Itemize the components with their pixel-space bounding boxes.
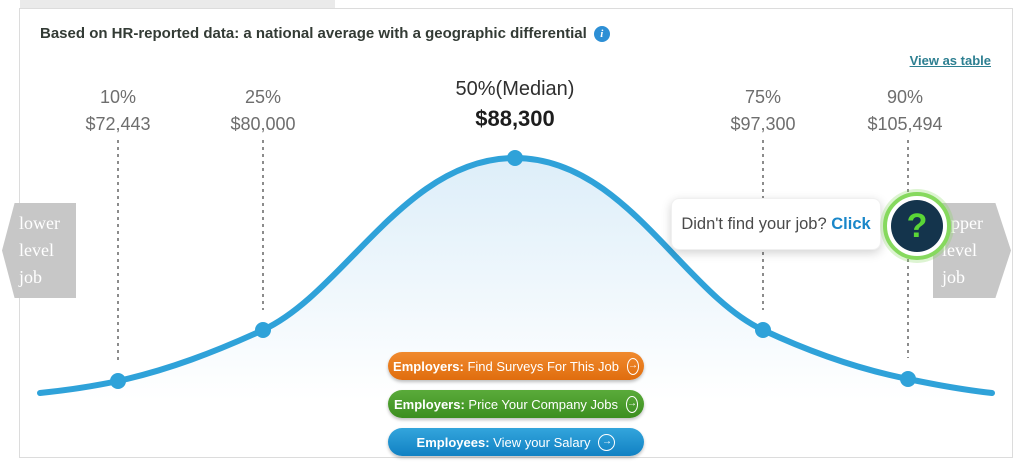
cta1-text: Find Surveys For This Job [463, 358, 619, 374]
percentile-label-median: 50%(Median) $88,300 [405, 74, 625, 134]
dot-25th-percentile[interactable] [255, 322, 271, 338]
didnt-find-job-tooltip: Didn't find your job? Click [671, 198, 881, 250]
cta1-bold: Employers: [393, 358, 464, 374]
arrow-right-icon: → [626, 357, 639, 375]
percentile-25-pct: 25% [244, 87, 282, 107]
cta3-text: View your Salary [489, 434, 591, 450]
arrow-right-icon: → [598, 433, 616, 451]
percentile-75-salary: $97,300 [730, 114, 796, 134]
cta2-text: Price Your Company Jobs [464, 396, 619, 412]
dot-90th-percentile[interactable] [900, 371, 916, 387]
percentile-label-75: 75% $97,300 [683, 84, 843, 138]
employers-price-jobs-button[interactable]: Employers: Price Your Company Jobs → [388, 390, 644, 418]
bell-curve-area [40, 158, 992, 400]
question-mark-icon: ? [891, 200, 943, 252]
percentile-10-pct: 10% [99, 87, 137, 107]
percentile-90-pct: 90% [886, 87, 924, 107]
percentile-90-salary: $105,494 [867, 114, 943, 134]
percentile-median-pct: 50%(Median) [455, 78, 575, 100]
help-question-button[interactable]: ? [883, 192, 951, 260]
info-icon[interactable]: i [593, 25, 610, 42]
chart-title: Based on HR-reported data: a national av… [40, 25, 587, 42]
dot-median[interactable] [507, 150, 523, 166]
percentile-median-salary: $88,300 [475, 106, 555, 131]
chart-header: Based on HR-reported data: a national av… [40, 25, 610, 42]
upper-level-job-arrow[interactable]: upper level job [933, 203, 1011, 298]
tooltip-click-link[interactable]: Click [831, 214, 871, 233]
employees-view-salary-button[interactable]: Employees: View your Salary → [388, 428, 644, 456]
view-as-table-link[interactable]: View as table [909, 53, 991, 68]
dot-10th-percentile[interactable] [110, 373, 126, 389]
tooltip-text: Didn't find your job? [681, 214, 832, 233]
lower-arrow-line3: job [19, 267, 43, 287]
percentile-25-salary: $80,000 [230, 114, 296, 134]
percentile-10-salary: $72,443 [85, 114, 151, 134]
percentile-label-90: 90% $105,494 [825, 84, 985, 138]
percentile-label-10: 10% $72,443 [38, 84, 198, 138]
lower-arrow-line1: lower [19, 213, 60, 233]
dot-75th-percentile[interactable] [755, 322, 771, 338]
lower-arrow-line2: level [19, 240, 54, 260]
employers-find-surveys-button[interactable]: Employers: Find Surveys For This Job → [388, 352, 644, 380]
cta3-bold: Employees: [416, 434, 490, 450]
upper-arrow-line2: level [942, 240, 977, 260]
upper-arrow-line3: job [942, 267, 966, 287]
percentile-75-pct: 75% [744, 87, 782, 107]
lower-level-job-arrow[interactable]: lower level job [2, 203, 76, 298]
upper-arrow-line1: upper [942, 213, 983, 233]
arrow-right-icon: → [626, 395, 639, 413]
cta2-bold: Employers: [394, 396, 465, 412]
percentile-label-25: 25% $80,000 [183, 84, 343, 138]
